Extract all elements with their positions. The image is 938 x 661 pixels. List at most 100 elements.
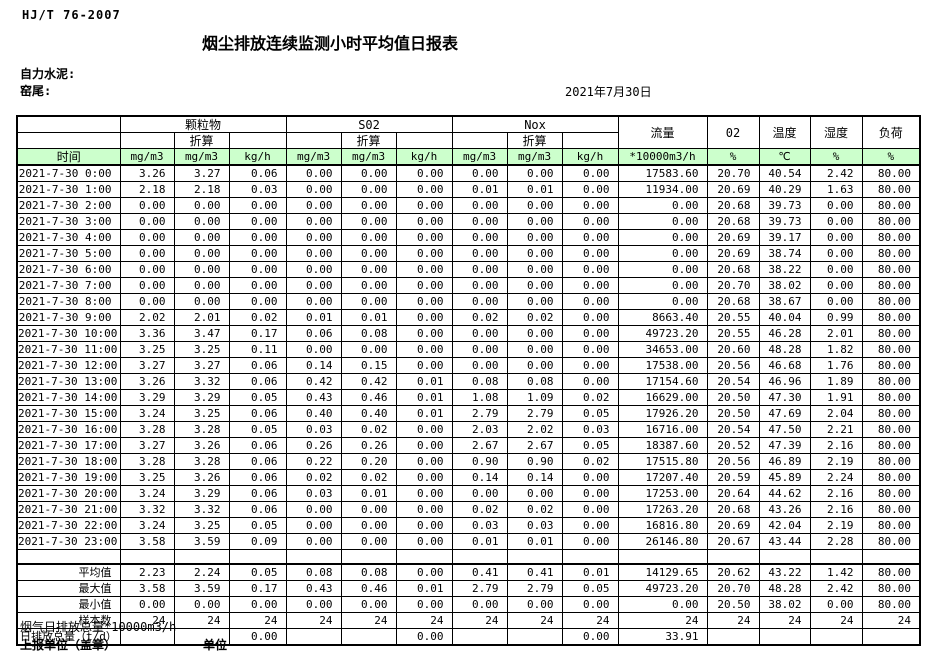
- value-cell: 26146.80: [617, 533, 708, 550]
- value-cell: 17926.20: [617, 405, 708, 422]
- time-cell: 2021-7-30 11:00: [16, 341, 121, 358]
- value-cell: 20.68: [706, 501, 760, 518]
- value-cell: 0.00: [395, 293, 453, 310]
- value-cell: 0.00: [561, 229, 619, 246]
- value-cell: 0.01: [561, 563, 619, 581]
- summary-row: 平均值 2.23 2.24 0.05 0.08 0.08 0.00 0.41 0.41 0.01 1…: [16, 563, 921, 581]
- value-cell: 17263.20: [617, 501, 708, 518]
- value-cell: 3.26: [173, 469, 230, 486]
- table-row: 2021-7-30 8:00 0.00 0.00 0.00 0.00 0.00 0.00 0.…: [16, 293, 921, 310]
- value-cell: 0.00: [561, 596, 619, 613]
- value-cell: 2.79: [506, 580, 563, 597]
- value-cell: 0.01: [451, 181, 508, 198]
- value-cell: 48.28: [758, 341, 811, 358]
- value-cell: 0.00: [119, 277, 175, 294]
- blank-cell: [285, 549, 342, 565]
- table-row: 2021-7-30 12:00 3.27 3.27 0.06 0.14 0.15 0.00 0…: [16, 357, 921, 374]
- value-cell: 43.26: [758, 501, 811, 518]
- value-cell: 3.26: [173, 437, 230, 454]
- value-cell: [809, 628, 863, 646]
- value-cell: 2.02: [506, 421, 563, 438]
- value-cell: 8663.40: [617, 309, 708, 326]
- value-cell: 2.19: [809, 453, 863, 470]
- value-cell: 2.16: [809, 437, 863, 454]
- time-cell: 2021-7-30 8:00: [16, 293, 121, 310]
- value-cell: 0.00: [395, 197, 453, 214]
- value-cell: 0.08: [340, 563, 397, 581]
- value-cell: 1.63: [809, 181, 863, 198]
- value-cell: 0.00: [285, 181, 342, 198]
- value-cell: 0.02: [561, 389, 619, 406]
- time-cell: 2021-7-30 21:00: [16, 501, 121, 518]
- unit-header: mg/m3: [340, 148, 397, 166]
- time-cell: 2021-7-30 19:00: [16, 469, 121, 486]
- value-cell: 1.89: [809, 373, 863, 390]
- spacer-row: [16, 549, 921, 565]
- value-cell: 16716.00: [617, 421, 708, 438]
- blank-cell: [809, 549, 863, 565]
- value-cell: 0.01: [506, 181, 563, 198]
- time-cell: 2021-7-30 13:00: [16, 373, 121, 390]
- value-cell: 48.28: [758, 580, 811, 597]
- value-cell: 0.06: [285, 325, 342, 342]
- value-cell: 24: [173, 612, 230, 629]
- value-cell: 1.09: [506, 389, 563, 406]
- value-cell: 20.62: [706, 563, 760, 581]
- value-cell: 2.42: [809, 164, 863, 182]
- value-cell: 0.00: [617, 245, 708, 262]
- value-cell: 0.00: [561, 628, 619, 646]
- blank-cell: [340, 549, 397, 565]
- table-row: 2021-7-30 3:00 0.00 0.00 0.00 0.00 0.00 0.00 0.…: [16, 213, 921, 230]
- value-cell: 24: [861, 612, 921, 629]
- value-cell: 3.25: [173, 341, 230, 358]
- value-cell: 20.70: [706, 580, 760, 597]
- value-cell: 0.00: [285, 341, 342, 358]
- value-cell: 40.29: [758, 181, 811, 198]
- value-cell: 0.00: [340, 341, 397, 358]
- value-cell: 38.74: [758, 245, 811, 262]
- value-cell: 47.30: [758, 389, 811, 406]
- value-cell: 3.26: [119, 164, 175, 182]
- blank-cell: [451, 549, 508, 565]
- value-cell: 0.00: [561, 501, 619, 518]
- value-cell: 0.00: [340, 229, 397, 246]
- value-cell: 80.00: [861, 421, 921, 438]
- value-cell: 20.69: [706, 517, 760, 534]
- summary-row: 最大值 3.58 3.59 0.17 0.43 0.46 0.01 2.79 2.79 0.05 4…: [16, 580, 921, 597]
- value-cell: [506, 628, 563, 646]
- value-cell: 17515.80: [617, 453, 708, 470]
- value-cell: 80.00: [861, 181, 921, 198]
- value-cell: 0.00: [617, 261, 708, 278]
- unit-header: *10000m3/h: [617, 148, 708, 166]
- value-cell: 1.42: [809, 563, 863, 581]
- time-cell: 2021-7-30 23:00: [16, 533, 121, 550]
- value-cell: 80.00: [861, 261, 921, 278]
- flow-footnote: 烟气日排放总量*10000m3/h: [20, 620, 177, 634]
- value-cell: 24: [340, 612, 397, 629]
- blank-cell: [758, 549, 811, 565]
- value-cell: 0.00: [395, 563, 453, 581]
- value-cell: 0.00: [617, 596, 708, 613]
- value-cell: 0.00: [809, 277, 863, 294]
- value-cell: 3.36: [119, 325, 175, 342]
- value-cell: 1.08: [451, 389, 508, 406]
- value-cell: 0.26: [285, 437, 342, 454]
- value-cell: 20.68: [706, 293, 760, 310]
- column-header-o2: 02: [706, 115, 760, 149]
- value-cell: 0.00: [228, 229, 287, 246]
- value-cell: 20.69: [706, 229, 760, 246]
- value-cell: 80.00: [861, 405, 921, 422]
- value-cell: 0.00: [395, 357, 453, 374]
- time-cell: 2021-7-30 9:00: [16, 309, 121, 326]
- value-cell: 47.69: [758, 405, 811, 422]
- value-cell: 0.02: [451, 501, 508, 518]
- time-cell: 2021-7-30 3:00: [16, 213, 121, 230]
- value-cell: 20.55: [706, 325, 760, 342]
- value-cell: 20.68: [706, 213, 760, 230]
- header-row-groups: 颗粒物 S02 Nox 流量 02 温度 湿度 负荷: [16, 115, 921, 149]
- summary-label: 样本数: [16, 612, 121, 629]
- unit-header: kg/h: [228, 148, 287, 166]
- value-cell: 0.00: [228, 213, 287, 230]
- value-cell: 0.00: [395, 533, 453, 550]
